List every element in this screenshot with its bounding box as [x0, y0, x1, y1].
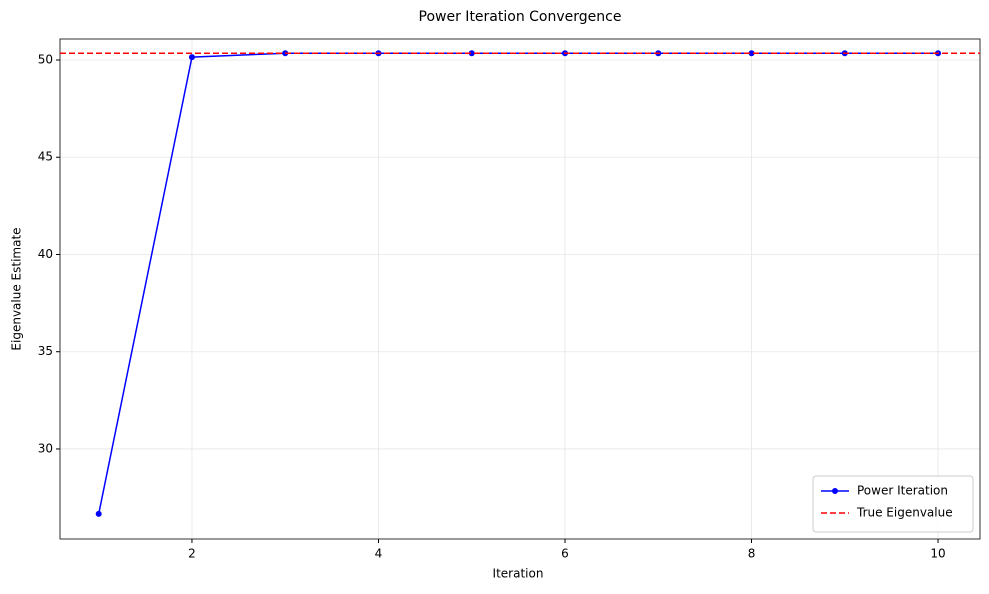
legend-marker [832, 488, 838, 494]
point [95, 510, 102, 517]
x-tick-label: 6 [561, 547, 569, 561]
x-tick-label: 2 [188, 547, 196, 561]
y-axis-label: Eigenvalue Estimate [10, 227, 24, 350]
legend-label: Power Iteration [857, 484, 948, 498]
y-tick-label: 30 [38, 441, 53, 455]
y-tick-label: 45 [38, 150, 53, 164]
point [748, 50, 755, 57]
point [188, 54, 195, 61]
y-tick-label: 50 [38, 53, 53, 67]
plot-frame [59, 38, 981, 540]
x-tick-label: 4 [375, 547, 383, 561]
legend-box [812, 475, 974, 533]
chart-title: Power Iteration Convergence [419, 9, 622, 25]
legend-label: True Eigenvalue [856, 506, 953, 520]
x-axis-label: Iteration [493, 567, 544, 581]
legend: Power Iteration True Eigenvalue [812, 475, 974, 533]
point [468, 50, 475, 57]
x-tick-label: 8 [748, 547, 756, 561]
x-tick-label: 10 [930, 547, 945, 561]
y-tick-label: 35 [38, 344, 53, 358]
y-tick-label: 40 [38, 247, 53, 261]
